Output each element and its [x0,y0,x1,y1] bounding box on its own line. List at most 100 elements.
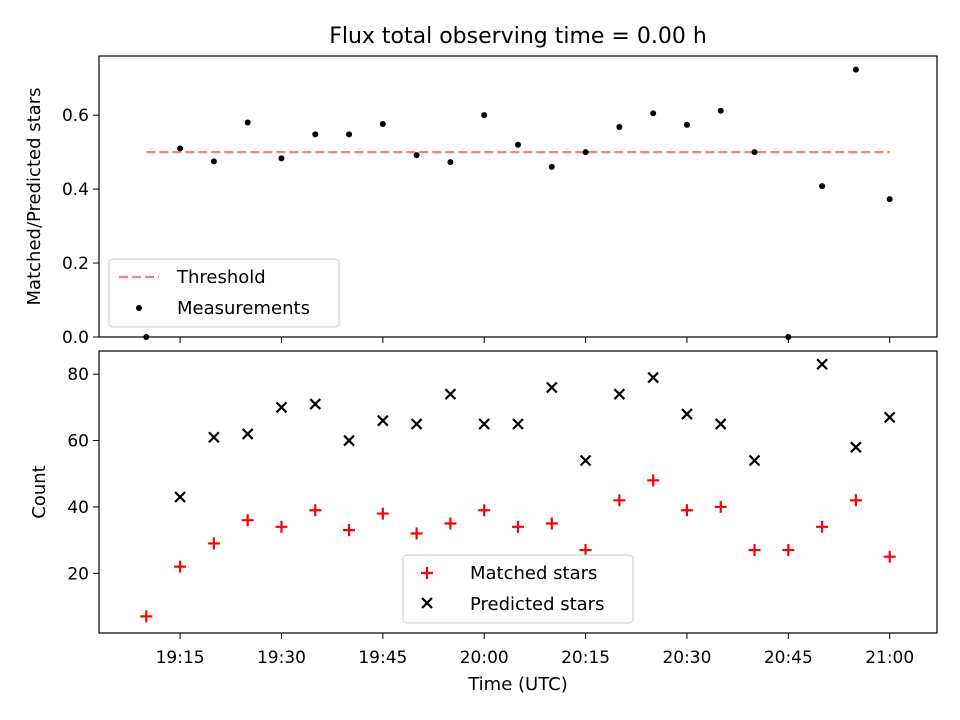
predicted-star-point [410,418,423,430]
measurement-point [346,131,353,138]
predicted-star-point [748,454,761,467]
measurement-point [278,155,285,162]
threshold-legend-label: Threshold [176,267,266,288]
matched-star-point [478,504,491,517]
predicted-star-point [883,411,896,424]
x-tick-label: 21:00 [865,648,914,668]
ratio-y-tick-label: 0.4 [62,180,89,200]
matched-star-point [545,517,558,530]
predicted-star-point [681,408,693,420]
matched-star-point [849,494,862,507]
predicted-star-point [241,428,254,440]
x-tick-label: 20:15 [561,648,610,668]
measurement-point [177,145,184,152]
predicted-star-point [850,441,862,453]
ratio-y-axis-label: Matched/Predicted stars [24,88,45,306]
ratio-legend: Threshold Measurements [108,258,340,328]
predicted-legend-label: Predicted stars [470,594,604,615]
measurement-point [312,131,319,138]
matched-star-point [782,544,795,557]
x-tick-label: 19:45 [358,648,407,668]
predicted-star-point [613,388,626,400]
ratio-y-tick-label: 0.0 [62,328,89,348]
predicted-star-point [275,401,288,414]
matched-legend-swatch [421,567,433,579]
predicted-star-point [647,371,659,384]
predicted-star-point [478,418,490,430]
matched-star-point [174,560,187,573]
measurement-point [751,149,758,156]
matched-star-point [748,544,761,557]
matched-star-point [512,520,524,533]
measurement-point [616,123,623,130]
x-tick-label: 20:30 [662,648,711,668]
count-legend: Matched stars Predicted stars [402,554,634,624]
x-tick-label: 20:00 [460,648,509,668]
measurement-point [717,107,724,114]
measurement-point [481,112,488,119]
measurement-point [650,110,657,117]
ratio-panel: Matched/Predicted stars Threshold Measur… [24,55,938,348]
matched-star-point [376,507,389,520]
predicted-star-point [714,418,727,430]
matched-star-point [207,537,220,550]
count-panel: Count Time (UTC) Matched stars Predicted… [29,350,938,695]
predicted-star-point [512,418,524,430]
measurements-legend-swatch [136,305,142,311]
measurement-point [210,158,217,165]
count-legend-box [402,554,634,624]
count-y-tick-label: 60 [67,432,89,452]
predicted-star-point [444,388,457,400]
chart-title: Flux total observing time = 0.00 h [329,24,707,49]
count-y-tick-label: 20 [67,564,89,584]
matched-star-point [241,514,254,527]
predicted-star-point [816,358,828,371]
matched-legend-label: Matched stars [470,563,597,584]
matched-star-point [140,610,153,623]
matched-star-point [883,550,896,563]
matched-star-point [275,520,288,533]
measurement-point [582,149,589,156]
ratio-y-tick-label: 0.2 [62,254,89,274]
measurement-point [447,159,454,166]
x-tick-label: 20:45 [764,648,813,668]
x-tick-label: 19:15 [156,648,205,668]
matched-star-point [579,544,592,557]
count-y-axis-label: Count [29,465,50,518]
predicted-star-point [377,414,389,427]
predicted-star-point [343,434,355,447]
predicted-star-point [309,398,322,410]
matched-star-point [714,500,727,513]
ratio-plot-frame [98,55,938,338]
matched-star-point [816,520,829,533]
matched-star-point [444,517,457,530]
measurement-point [413,152,420,159]
x-tick-label: 19:30 [257,648,306,668]
measurement-point [886,196,893,203]
measurement-point [244,119,251,126]
matched-star-point [309,504,322,517]
matched-star-point [647,474,660,487]
predicted-star-point [579,454,592,467]
count-plot-frame [98,350,938,634]
ratio-legend-box [108,258,340,328]
predicted-star-point [546,381,558,394]
matched-star-point [410,527,423,540]
x-axis-label: Time (UTC) [467,674,568,695]
predicted-star-point [208,431,220,444]
count-y-tick-label: 40 [67,498,89,518]
ratio-y-tick-label: 0.6 [62,106,89,126]
matched-star-point [680,504,693,517]
predicted-legend-swatch [421,597,433,609]
measurement-point [548,163,555,170]
measurement-point [852,66,859,73]
measurement-point [379,121,386,128]
measurement-point [683,121,690,128]
matched-star-point [613,494,626,507]
measurement-point [515,141,521,148]
count-y-tick-label: 80 [67,365,89,385]
predicted-star-point [174,491,186,503]
measurements-legend-label: Measurements [177,298,310,319]
measurement-point [819,183,826,190]
